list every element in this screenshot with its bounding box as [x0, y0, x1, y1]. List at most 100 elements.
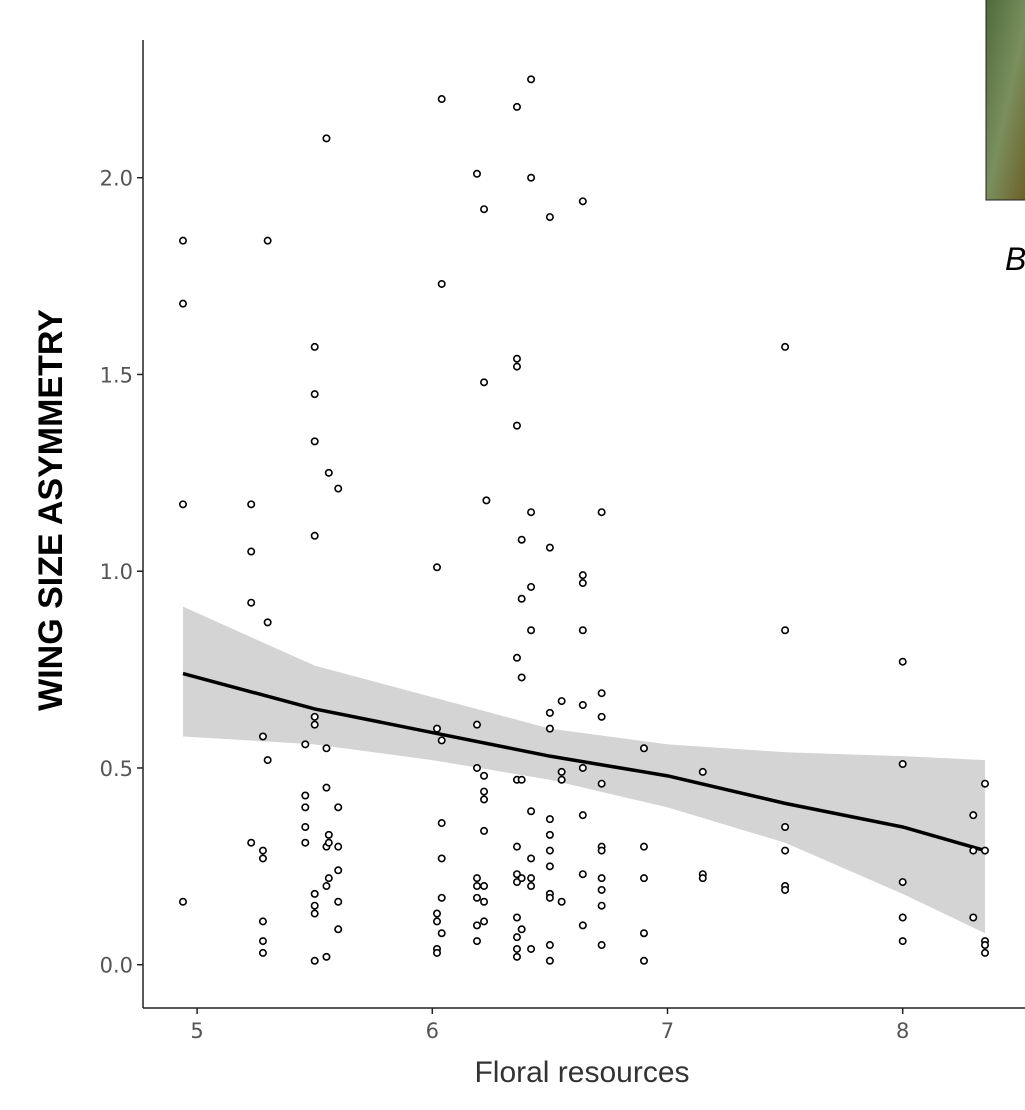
data-point: [432, 917, 441, 926]
data-point: [545, 213, 554, 222]
data-point: [437, 854, 446, 863]
data-point: [178, 299, 187, 308]
data-point: [597, 712, 606, 721]
data-point: [472, 874, 481, 883]
data-point: [334, 925, 343, 934]
data-point: [557, 897, 566, 906]
data-point: [310, 956, 319, 965]
data-point: [480, 917, 489, 926]
data-point: [263, 756, 272, 765]
data-point: [437, 95, 446, 104]
data-point: [247, 500, 256, 509]
data-point: [517, 673, 526, 682]
data-point: [263, 618, 272, 627]
data-point: [527, 626, 536, 635]
data-point: [517, 594, 526, 603]
data-point: [324, 874, 333, 883]
y-tick-label: 0.0: [100, 954, 133, 978]
data-point: [639, 929, 648, 938]
data-point: [480, 771, 489, 780]
data-point: [247, 547, 256, 556]
data-point: [482, 496, 491, 505]
data-point: [781, 885, 790, 894]
data-point: [437, 279, 446, 288]
data-point: [639, 842, 648, 851]
data-point: [437, 736, 446, 745]
fit-line: [182, 671, 986, 853]
data-point: [981, 779, 990, 788]
data-point: [310, 909, 319, 918]
data-point: [545, 708, 554, 717]
data-point: [578, 763, 587, 772]
data-point: [527, 582, 536, 591]
data-point: [898, 913, 907, 922]
data-point: [981, 846, 990, 855]
data-point: [512, 362, 521, 371]
data-point: [178, 500, 187, 509]
data-point: [639, 744, 648, 753]
data-point: [597, 941, 606, 950]
data-point: [334, 866, 343, 875]
x-axis-label: Floral resources: [474, 1056, 689, 1089]
data-point: [432, 724, 441, 733]
data-point: [472, 882, 481, 891]
data-point: [597, 779, 606, 788]
plot-area: 0.0 0.5 1.0 1.5 2.0 5 6 7 8: [100, 40, 1025, 1043]
data-point: [258, 917, 267, 926]
data-point: [432, 563, 441, 572]
data-point: [578, 921, 587, 930]
y-tick-label: 1.5: [100, 363, 133, 387]
data-point: [322, 783, 331, 792]
data-point: [698, 767, 707, 776]
x-tick-label: 8: [896, 1019, 909, 1043]
data-point: [258, 846, 267, 855]
data-point: [301, 791, 310, 800]
data-point: [472, 720, 481, 729]
data-point: [480, 795, 489, 804]
data-point: [578, 626, 587, 635]
data-point: [512, 842, 521, 851]
data-point: [301, 740, 310, 749]
data-point: [512, 653, 521, 662]
data-point: [898, 760, 907, 769]
data-point: [545, 815, 554, 824]
data-point: [597, 846, 606, 855]
data-point: [437, 819, 446, 828]
data-point: [247, 838, 256, 847]
data-point: [527, 882, 536, 891]
data-point: [480, 205, 489, 214]
data-point: [322, 744, 331, 753]
data-point: [324, 830, 333, 839]
data-point: [517, 874, 526, 883]
data-point: [517, 775, 526, 784]
data-point: [527, 75, 536, 84]
data-point: [322, 952, 331, 961]
data-point: [781, 846, 790, 855]
data-point: [324, 838, 333, 847]
data-point: [578, 701, 587, 710]
data-point: [597, 874, 606, 883]
data-point: [597, 885, 606, 894]
data-point: [557, 775, 566, 784]
data-point: [545, 862, 554, 871]
data-point: [437, 929, 446, 938]
photo-inset: [985, 0, 1025, 201]
data-point: [247, 598, 256, 607]
x-tick-label: 7: [661, 1019, 674, 1043]
data-point: [578, 571, 587, 580]
panel-label: B: [1005, 241, 1025, 277]
y-axis-label: WING SIZE ASYMMETRY: [32, 309, 70, 711]
data-point: [981, 941, 990, 950]
data-point: [178, 897, 187, 906]
data-point: [545, 956, 554, 965]
data-point: [545, 543, 554, 552]
data-point: [472, 763, 481, 772]
data-point: [480, 882, 489, 891]
data-point: [480, 787, 489, 796]
data-point: [263, 236, 272, 245]
data-point: [545, 846, 554, 855]
data-point: [527, 508, 536, 517]
data-point: [310, 342, 319, 351]
data-point: [480, 378, 489, 387]
